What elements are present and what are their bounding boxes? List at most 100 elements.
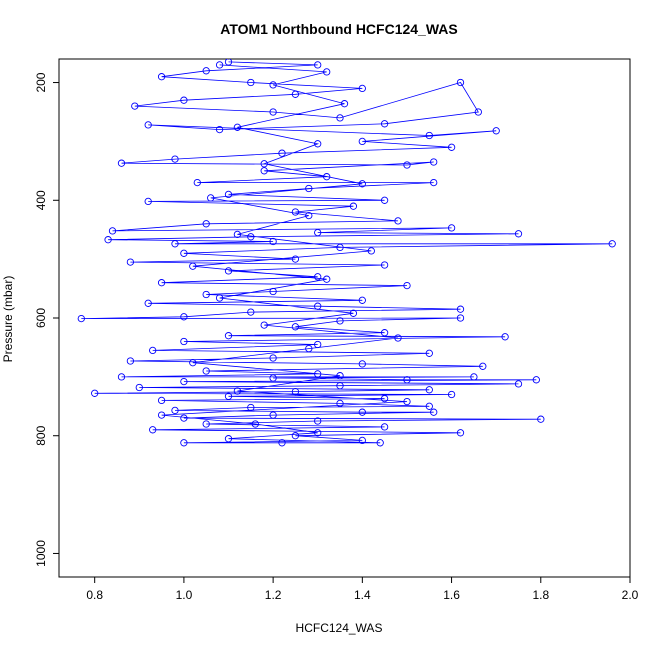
- x-axis: 0.8 1.0 1.2 1.4 1.6 1.8 2.0: [86, 576, 639, 602]
- data-point: [260, 160, 268, 168]
- data-point: [323, 275, 331, 283]
- data-point: [358, 296, 366, 304]
- data-point: [447, 143, 456, 151]
- data-point: [537, 415, 545, 423]
- data-point: [189, 359, 197, 367]
- data-point: [314, 61, 322, 69]
- data-point: [202, 367, 210, 375]
- data-point: [215, 294, 224, 302]
- data-point: [403, 397, 411, 406]
- data-point: [233, 230, 242, 239]
- data-point: [278, 149, 286, 157]
- x-tick-label: 0.8: [86, 588, 103, 602]
- data-point: [180, 337, 188, 346]
- data-point: [269, 81, 277, 89]
- data-point: [380, 423, 389, 431]
- data-point: [135, 383, 143, 392]
- data-point: [157, 411, 166, 419]
- data-point: [202, 420, 210, 428]
- data-point: [269, 411, 277, 419]
- y-tick-label: 1000: [34, 540, 48, 567]
- data-point: [224, 190, 233, 199]
- data-point: [126, 258, 135, 266]
- data-point: [367, 247, 375, 255]
- data-point: [291, 90, 300, 98]
- data-point: [380, 261, 389, 269]
- data-point: [180, 377, 188, 386]
- data-point: [314, 302, 322, 310]
- data-point: [336, 114, 344, 122]
- data-point: [456, 305, 465, 313]
- data-point: [247, 308, 255, 316]
- data-point: [425, 131, 433, 140]
- data-point: [180, 439, 188, 447]
- data-point: [336, 243, 344, 252]
- data-point: [202, 290, 210, 299]
- data-point: [336, 382, 344, 390]
- data-point: [479, 362, 487, 370]
- data-point: [202, 67, 210, 75]
- data-point: [447, 390, 456, 399]
- data-point: [171, 406, 179, 415]
- series-line: [81, 61, 613, 444]
- data-point: [403, 281, 411, 290]
- y-axis-label: Pressure (mbar): [1, 276, 15, 363]
- data-point: [202, 220, 210, 228]
- data-point: [117, 373, 126, 381]
- data-point: [349, 202, 358, 210]
- data-point: [149, 346, 157, 355]
- data-point: [224, 435, 233, 443]
- x-tick-label: 1.4: [354, 588, 371, 602]
- data-point: [180, 414, 188, 422]
- data-point: [430, 178, 438, 187]
- data-point: [532, 376, 540, 384]
- data-point: [77, 314, 85, 323]
- data-point: [171, 155, 179, 163]
- data-point: [233, 387, 242, 395]
- data-point: [340, 100, 349, 108]
- data-point: [180, 249, 188, 257]
- data-point: [91, 389, 99, 397]
- data-point: [157, 396, 166, 405]
- data-point: [376, 439, 384, 447]
- data-point: [215, 125, 224, 134]
- data-point: [380, 120, 389, 128]
- data-point: [180, 313, 188, 321]
- data-point: [305, 211, 313, 220]
- data-point: [269, 108, 277, 116]
- data-point: [269, 237, 277, 246]
- data-point: [358, 180, 366, 188]
- data-point: [314, 417, 322, 425]
- data-point: [336, 399, 344, 408]
- data-point: [224, 267, 233, 275]
- data-point: [358, 137, 366, 146]
- data-point: [260, 321, 268, 329]
- data-point: [291, 387, 300, 396]
- y-tick-label: 800: [34, 425, 48, 445]
- data-point: [144, 299, 152, 307]
- data-point: [456, 314, 465, 322]
- data-point: [314, 340, 322, 349]
- data-point: [247, 78, 255, 87]
- x-axis-label: HCFC124_WAS: [296, 621, 383, 635]
- data-point: [104, 236, 112, 244]
- data-point: [425, 402, 433, 410]
- data-point: [474, 108, 482, 116]
- data-point: [323, 68, 331, 76]
- data-point: [394, 334, 402, 342]
- chart-title: ATOM1 Northbound HCFC124_WAS: [220, 21, 458, 37]
- x-tick-label: 1.8: [532, 588, 549, 602]
- data-point: [247, 403, 255, 412]
- data-point: [403, 161, 411, 169]
- x-tick-label: 1.0: [176, 588, 193, 602]
- data-point: [380, 196, 389, 204]
- y-tick-label: 200: [34, 72, 48, 92]
- data-point: [157, 73, 166, 81]
- data-point: [394, 217, 402, 225]
- data-point: [314, 273, 322, 281]
- data-point: [126, 357, 135, 365]
- x-tick-label: 2.0: [622, 588, 639, 602]
- data-point: [380, 394, 389, 403]
- data-point: [149, 426, 157, 434]
- data-point: [144, 197, 152, 206]
